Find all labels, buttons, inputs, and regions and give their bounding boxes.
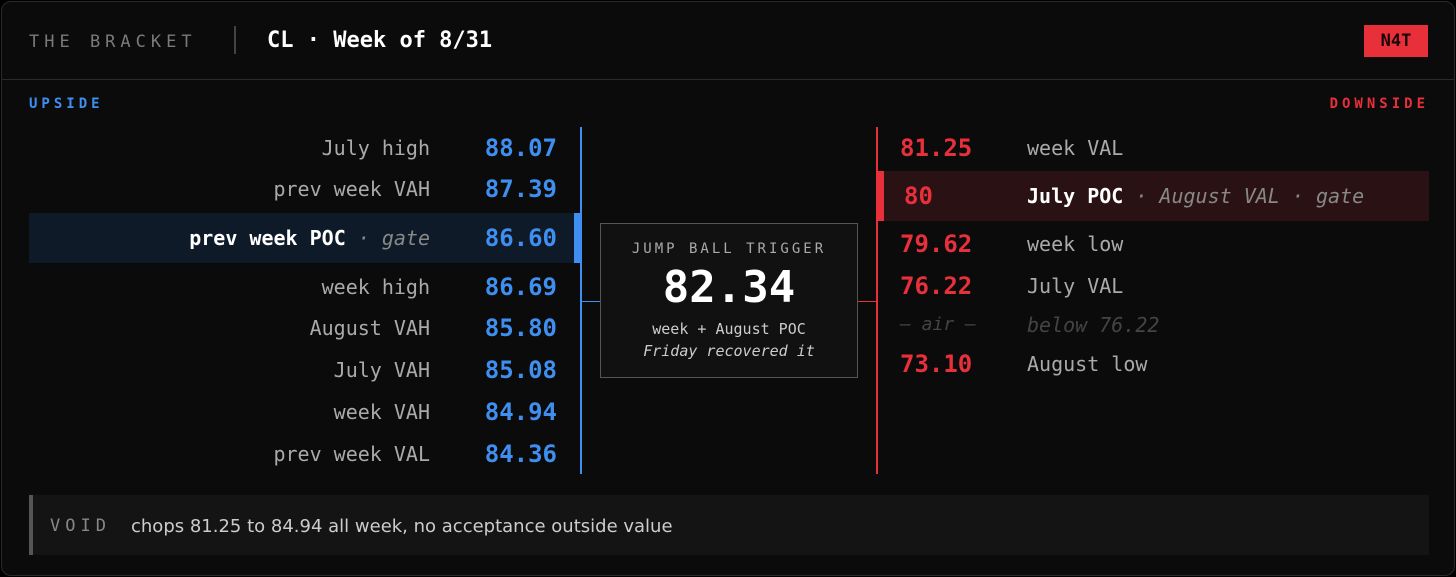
highlight-bar <box>574 213 580 263</box>
level-note: · August VAL · gate <box>1135 184 1365 208</box>
downside-rail <box>876 127 878 474</box>
level-label: July high <box>321 136 430 160</box>
trigger-box: JUMP BALL TRIGGER 82.34 week + August PO… <box>600 223 858 378</box>
brand-divider <box>234 26 236 54</box>
upside-label: UPSIDE <box>29 96 104 112</box>
upside-label-group: week high <box>322 274 430 300</box>
badge: N4T <box>1364 25 1428 57</box>
level-label: week low <box>1027 232 1124 256</box>
upside-rail <box>580 127 582 474</box>
level-label: August VAH <box>309 316 430 340</box>
level-note: · gate <box>357 226 430 250</box>
upside-price: 88.07 <box>484 134 557 162</box>
level-label: week VAL <box>1027 136 1124 160</box>
connector <box>858 301 877 302</box>
title: CL · Week of 8/31 <box>267 28 493 53</box>
downside-price: 80 <box>904 182 933 210</box>
trigger-label: JUMP BALL TRIGGER <box>631 241 827 257</box>
level-label: prev week VAL <box>273 442 430 466</box>
header-divider <box>2 79 1454 80</box>
brand: THE BRACKET <box>29 32 197 52</box>
footer-tag: VOID <box>50 516 111 536</box>
downside-label-group: July POC · August VAL · gate <box>1027 183 1364 209</box>
upside-price: 84.36 <box>484 440 557 468</box>
footer-text: chops 81.25 to 84.94 all week, no accept… <box>131 516 673 537</box>
level-label: prev week POC <box>189 226 346 250</box>
footer-accent <box>29 495 33 555</box>
level-label: August low <box>1027 352 1148 376</box>
downside-label-group: week low <box>1027 231 1123 257</box>
upside-label-group: prev week VAH <box>273 176 430 202</box>
upside-label-group: July VAH <box>334 357 430 383</box>
level-label: July VAH <box>333 358 430 382</box>
downside-label-group: below 76.22 <box>1027 312 1159 338</box>
upside-price: 84.94 <box>484 398 557 426</box>
level-label: week VAH <box>333 400 430 424</box>
upside-price: 86.60 <box>484 224 557 252</box>
downside-price: 76.22 <box>900 272 973 300</box>
highlight-row <box>29 213 580 263</box>
highlight-bar <box>878 171 884 221</box>
upside-label-group: prev week VAL <box>273 441 430 467</box>
level-label: below 76.22 <box>1027 313 1160 337</box>
upside-price: 86.69 <box>484 273 557 301</box>
downside-label-group: week VAL <box>1027 135 1123 161</box>
upside-price: 85.08 <box>484 356 557 384</box>
upside-price: 87.39 <box>484 175 557 203</box>
upside-label-group: week VAH <box>334 399 430 425</box>
upside-label-group: July high <box>322 135 430 161</box>
highlight-row <box>878 171 1429 221</box>
upside-label-group: August VAH <box>310 315 430 341</box>
downside-price: — air — <box>900 314 976 335</box>
level-label: July VAL <box>1027 274 1124 298</box>
trigger-note: week + August POC <box>652 320 806 338</box>
downside-price: 81.25 <box>900 134 973 162</box>
downside-label: DOWNSIDE <box>1329 96 1429 112</box>
downside-label-group: August low <box>1027 351 1147 377</box>
upside-price: 85.80 <box>484 314 557 342</box>
footer-bar: VOID chops 81.25 to 84.94 all week, no a… <box>29 495 1429 555</box>
trigger-price: 82.34 <box>662 262 796 313</box>
downside-price: 79.62 <box>900 230 973 258</box>
connector <box>582 301 601 302</box>
downside-price: 73.10 <box>900 350 973 378</box>
trigger-note: Friday recovered it <box>643 342 815 360</box>
upside-label-group: prev week POC · gate <box>189 225 430 251</box>
downside-label-group: July VAL <box>1027 273 1123 299</box>
level-label: week high <box>321 275 430 299</box>
level-label: July POC <box>1027 184 1124 208</box>
level-label: prev week VAH <box>273 177 430 201</box>
